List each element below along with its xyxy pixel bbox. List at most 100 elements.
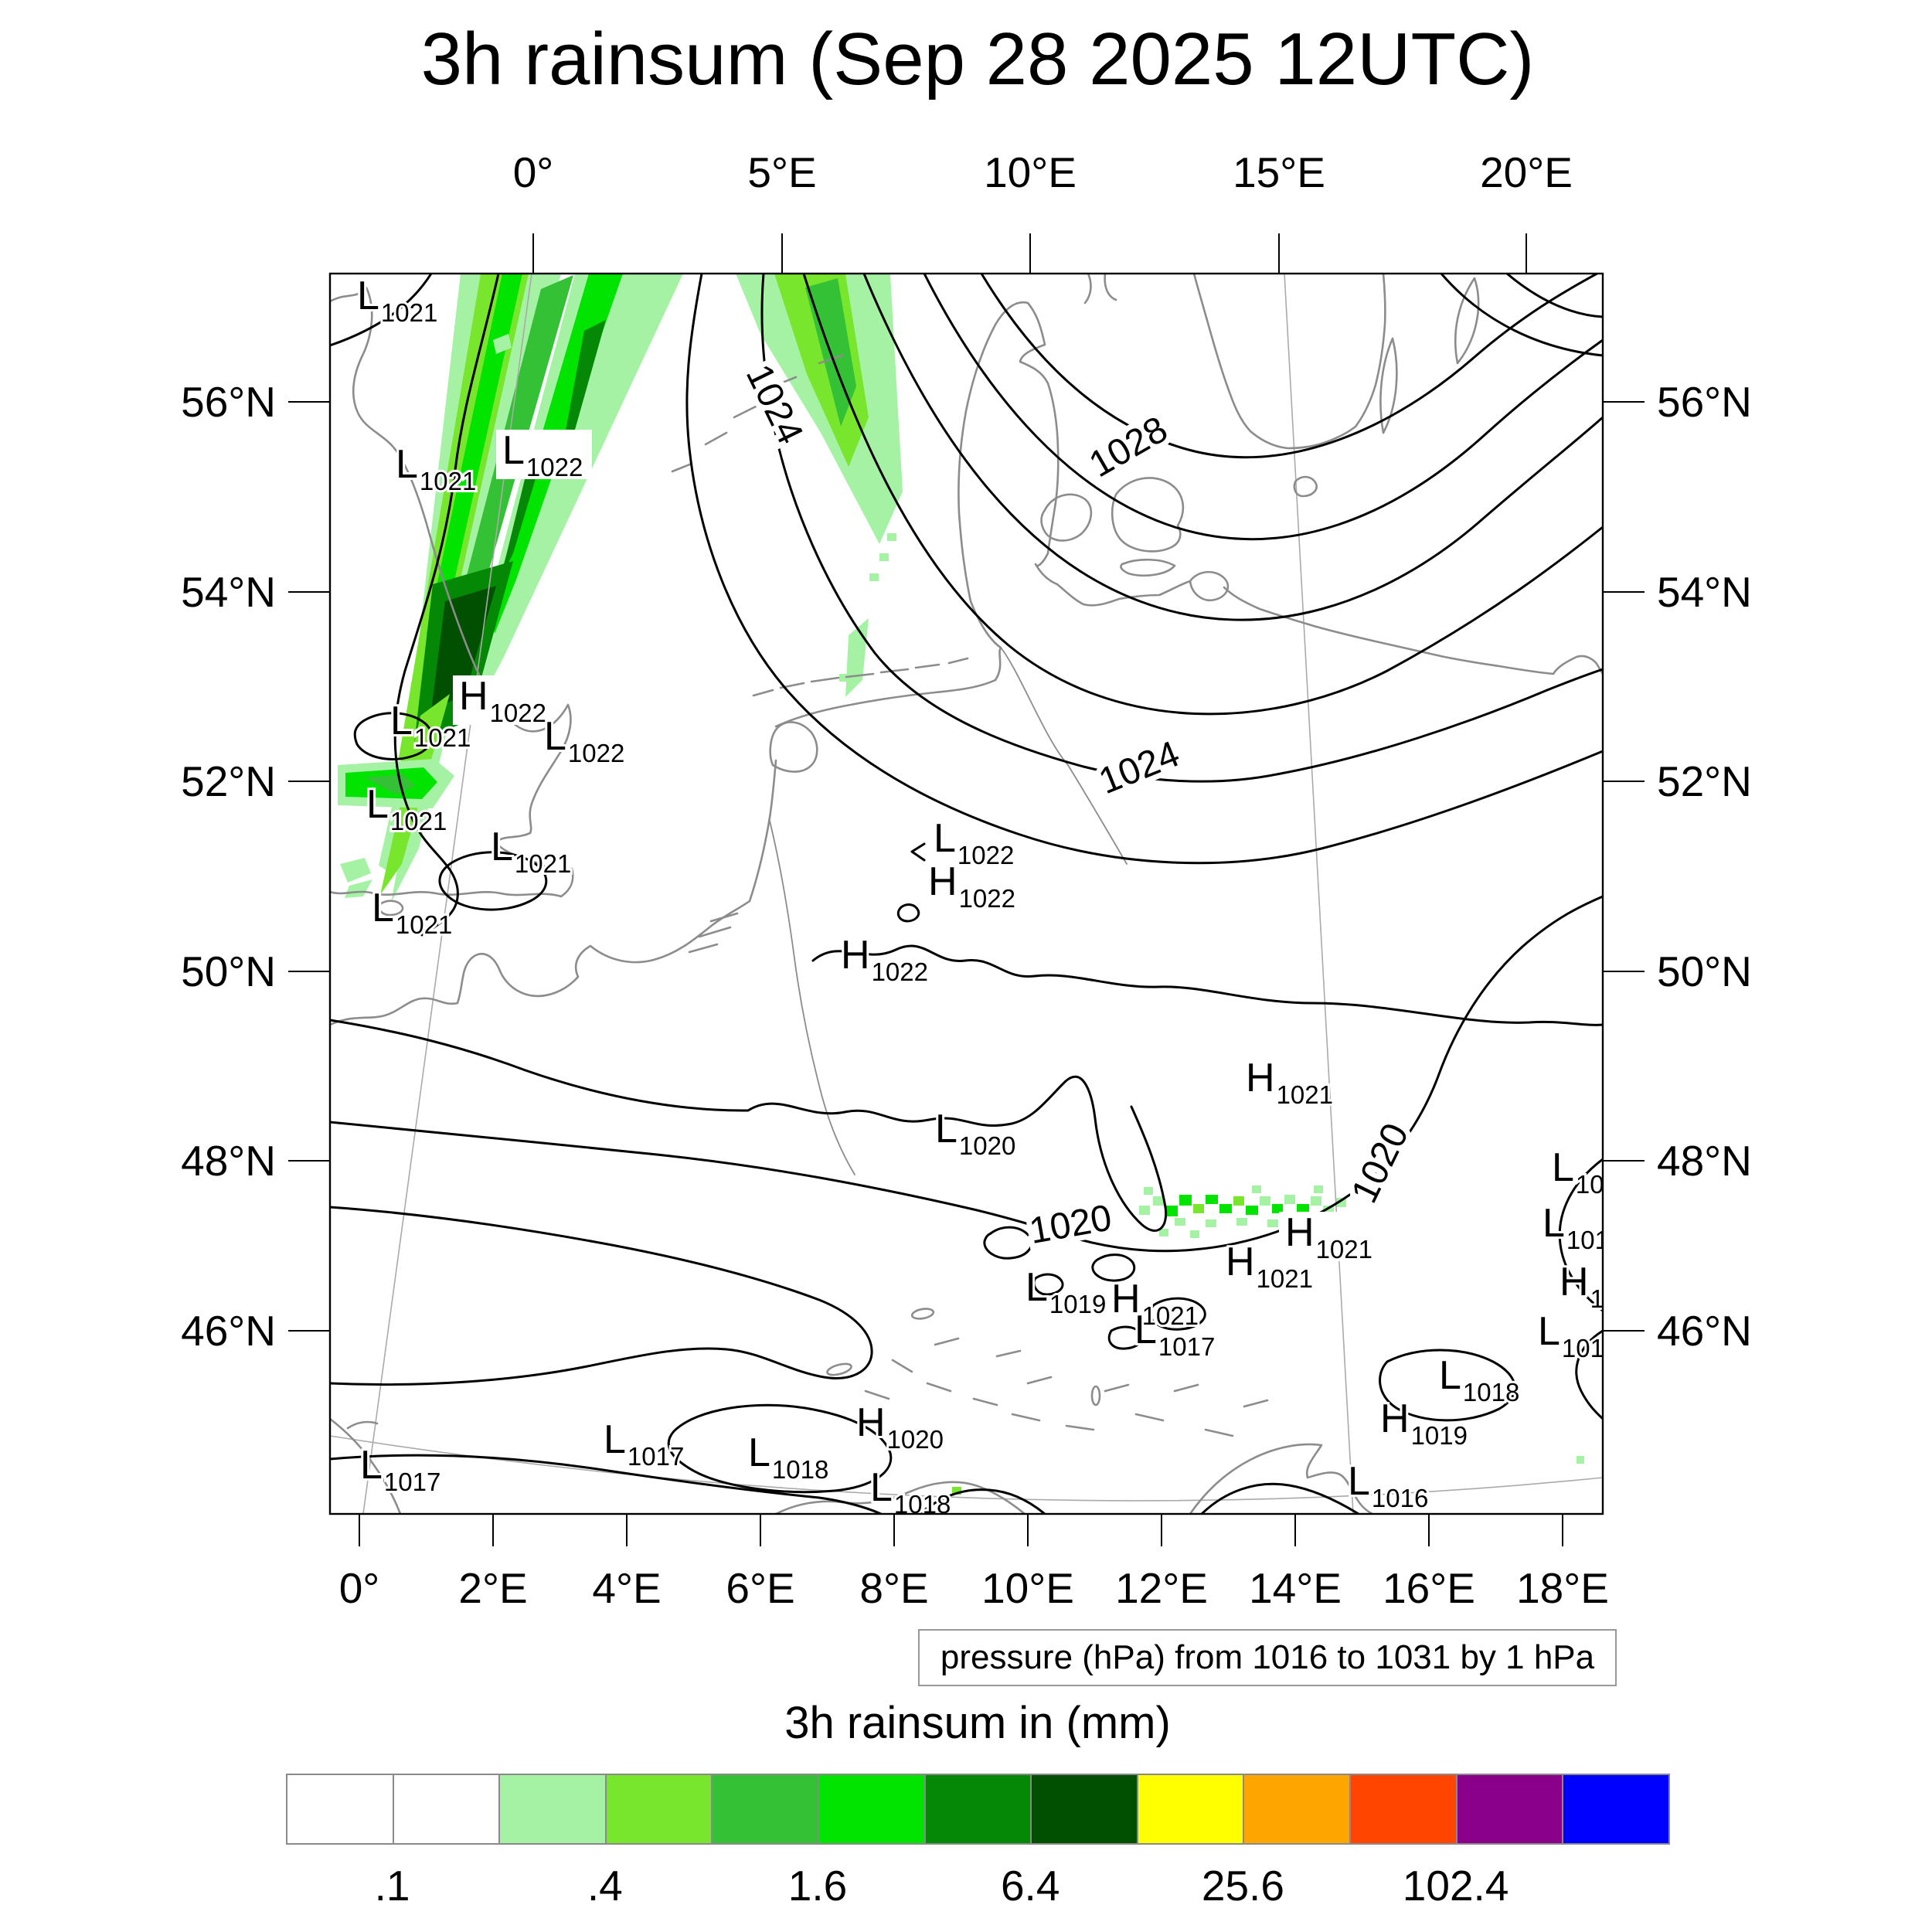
rain-pixel [929,878,937,886]
rain-pixel [1267,1219,1278,1227]
rain-pixel [1297,1204,1309,1213]
isobar [353,712,434,760]
colorbar-tick-label: 102.4 [1402,1862,1509,1910]
pressure-center-label: L1017 [1552,1145,1632,1199]
colorbar-segment [1136,1774,1245,1845]
isobar [1505,274,1603,318]
rain-pixel [1311,1196,1321,1206]
axis-tick-label: 18°E [1516,1564,1609,1612]
rain-pixel [1577,1456,1584,1464]
coastline-fragment [972,1397,998,1406]
colorbar-segment [1455,1774,1564,1845]
isobar-layer [330,274,1603,1514]
axis-tick-label: 48°N [1657,1137,1752,1185]
isobar [862,274,1603,621]
pressure-center-bg [1279,1212,1375,1261]
axis-tick-label: 56°N [181,378,276,426]
coastline [1040,493,1093,542]
pressure-center-label: H1020 [856,1400,944,1454]
isobar [896,903,920,923]
colorbar-segment [1349,1774,1458,1845]
map-frame [328,272,1604,1515]
coastline-fragment [1243,1399,1269,1408]
colorbar-title: 3h rainsum in (mm) [784,1698,1171,1748]
rain-pixel [1139,1206,1150,1215]
axis-tick-label: 6°E [726,1564,794,1612]
pressure-center-label: H1022 [928,859,1015,913]
rain-pixel [1219,1204,1232,1213]
contour-label: 1020 [1344,1117,1417,1209]
coastline [330,1417,402,1514]
axis-tick-label: 54°N [181,568,276,616]
axis-tick-label: 56°N [1657,378,1752,426]
coastline [330,900,751,1026]
coastline-fragment [671,462,693,473]
coastline-fragment [1134,1413,1165,1422]
rain-pixel [1236,1218,1247,1226]
pressure-center-label: L1021 [390,699,471,752]
axis-tick-label: 0° [513,148,554,196]
pressure-center-label: L1018 [748,1430,828,1484]
isobar [811,944,1603,1026]
rain-pixel [1153,1196,1164,1206]
coastline-fragment [947,657,969,665]
isobar [980,274,1600,459]
axis-tick-label: 46°N [1657,1307,1752,1355]
pressure-center-bg [496,430,592,479]
rain-pixel [1252,1185,1261,1193]
coastline-fragment [926,1382,952,1393]
isobar [438,851,548,911]
coastline-fragment [818,354,844,365]
coastline-fragment [752,689,774,697]
colorbar-segment [1562,1774,1670,1845]
isobar [1148,1297,1206,1331]
isobar [1032,1273,1064,1296]
isobar [330,1019,1168,1232]
rain-patch [493,334,512,354]
rain-pixel [1246,1206,1258,1215]
isobar [983,1226,1033,1260]
pressure-center-label: H1017 [1560,1260,1647,1313]
colorbar-segment [1243,1774,1351,1845]
pressure-contour-legend: pressure (hPa) from 1016 to 1031 by 1 hP… [918,1629,1617,1686]
rain-shading-layer [338,274,1584,1495]
isobar [667,1403,893,1494]
coastline [748,759,777,903]
isobar [330,1206,873,1386]
coastline [774,679,997,728]
rain-pixel [1260,1196,1270,1206]
coastline [769,721,818,773]
pressure-center-label: L1017 [1538,1309,1618,1362]
coastline-fragment [1011,1413,1041,1422]
isobar [910,842,926,862]
colorbar-segment [286,1774,394,1845]
isobar [1379,1349,1516,1422]
rain-pixel [1272,1204,1283,1213]
coastline [957,301,1192,682]
pressure-center-label: H1021 [1111,1277,1199,1330]
isobar [802,274,1603,716]
pressure-legend-text: pressure (hPa) from 1016 to 1031 by 1 hP… [940,1638,1595,1676]
coastline [1104,274,1117,301]
rain-pixel [1233,1196,1244,1206]
lake [910,1308,935,1320]
coastline [346,1420,379,1430]
rain-pixel [1284,1195,1295,1204]
pressure-center-label: H1021 [1246,1056,1333,1109]
coastline [1293,475,1318,498]
colorbar-segment [818,1774,926,1845]
pressure-center-label: L1020 [935,1107,1015,1160]
coastline [1192,274,1386,450]
pressure-center-label: L1021 [491,825,571,878]
river [1000,647,1128,865]
axis-tick-label: 48°N [181,1137,276,1185]
colorbar-tick-label: 1.6 [787,1862,848,1910]
rain-pixel [839,674,849,682]
rain-pixel [1206,1219,1216,1227]
rain-pixel [869,573,879,581]
pressure-center-bg [453,675,549,725]
coastline-fragment [934,1337,960,1346]
isobar [330,1454,883,1514]
coastline-fragment [845,672,875,679]
page-title: 3h rainsum (Sep 28 2025 12UTC) [420,18,1535,100]
